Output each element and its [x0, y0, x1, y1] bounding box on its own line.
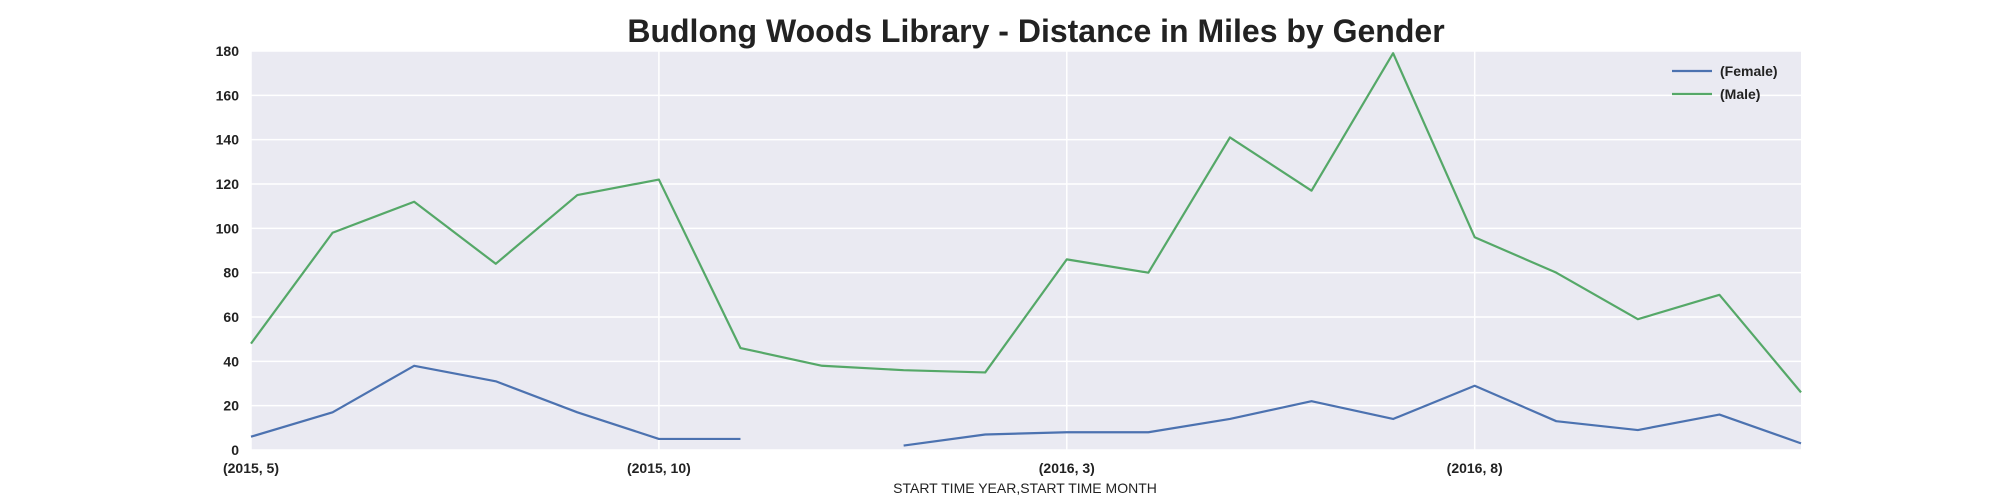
- y-tick-label: 180: [216, 43, 240, 59]
- y-tick-label: 120: [216, 176, 240, 192]
- series-group: [250, 52, 1802, 447]
- y-tick-label: 20: [223, 398, 239, 414]
- y-tick-label: 0: [231, 442, 239, 458]
- y-tick-label: 80: [223, 265, 239, 281]
- y-tick-label: 140: [216, 132, 240, 148]
- x-tick-label: (2015, 5): [223, 460, 279, 476]
- series-line: [250, 52, 1802, 394]
- x-tick-label: (2016, 8): [1447, 460, 1503, 476]
- y-tick-label: 60: [223, 309, 239, 325]
- legend-label: (Female): [1720, 63, 1778, 79]
- series-line: [250, 364, 1802, 447]
- x-tick-label: (2016, 3): [1039, 460, 1095, 476]
- y-tick-label: 100: [216, 220, 240, 236]
- y-tick-label: 160: [216, 87, 240, 103]
- y-tick-label: 40: [223, 353, 239, 369]
- plot-area: [251, 51, 1801, 450]
- x-axis: (2015, 5) (2015, 10) (2016, 3) (2016, 8): [223, 460, 1503, 476]
- legend-label: (Male): [1720, 86, 1760, 102]
- x-tick-label: (2015, 10): [627, 460, 691, 476]
- x-axis-label: START TIME YEAR,START TIME MONTH: [893, 480, 1157, 496]
- legend: (Female) (Male): [1672, 63, 1778, 102]
- y-axis: 0 20 40 60 80 100 120 140 160 180: [216, 43, 240, 458]
- chart-title: Budlong Woods Library - Distance in Mile…: [627, 13, 1444, 49]
- grid-lines: [250, 50, 1801, 451]
